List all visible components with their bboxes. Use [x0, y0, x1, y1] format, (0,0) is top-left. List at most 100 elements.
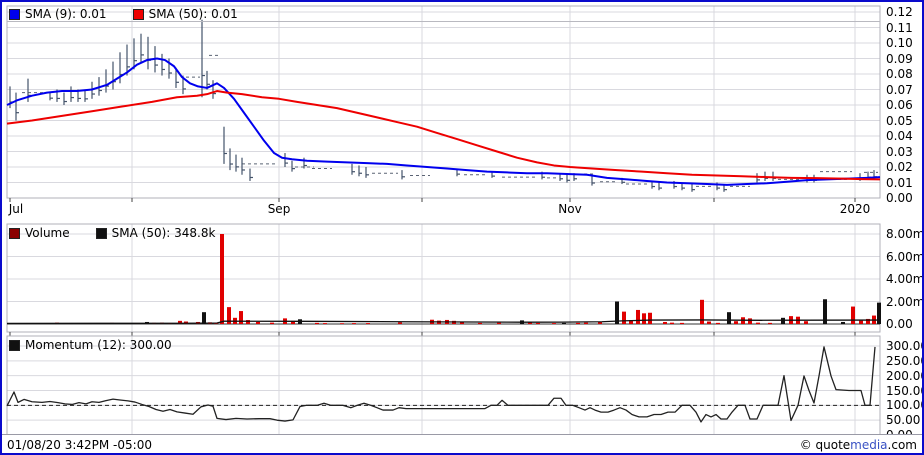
- y-axis-label: 150.00: [886, 383, 924, 398]
- volume-bar: [497, 322, 501, 324]
- sma-50--line: [6, 90, 881, 181]
- y-axis-label: 8.00m: [886, 227, 924, 241]
- volume-bar: [615, 301, 619, 324]
- y-axis-label: 0.03: [886, 144, 913, 159]
- volume-bar: [270, 322, 274, 324]
- volume-bar: [315, 322, 319, 324]
- volume-bar: [866, 318, 870, 324]
- panel-frame: [6, 223, 881, 333]
- volume-sma-line: [6, 319, 881, 325]
- volume-bar: [220, 234, 224, 324]
- volume-label: Volume: [25, 226, 70, 240]
- legend-item-sma9: SMA (9): 0.01: [9, 7, 107, 21]
- y-axis-label: 6.00m: [886, 249, 924, 264]
- volume-bar: [398, 322, 402, 324]
- volume-bar: [670, 322, 674, 324]
- volume-bar: [716, 322, 720, 324]
- legend-divider: [7, 21, 880, 22]
- y-axis-label: 0.02: [886, 160, 913, 174]
- volume-bar: [576, 322, 580, 324]
- volume-bar: [851, 306, 855, 324]
- volume-bar: [700, 299, 704, 324]
- y-axis-label: 0.00: [886, 191, 913, 205]
- volume-swatch-icon: [9, 227, 20, 239]
- volume-bar: [727, 312, 731, 324]
- y-axis-label: 0.00: [886, 317, 913, 331]
- y-axis-label: 0.07: [886, 82, 913, 97]
- momentum-swatch-icon: [9, 339, 20, 351]
- volume-bar: [734, 321, 738, 324]
- status-bar: 01/08/20 3:42PM -05:00 © quotemedia.com: [2, 434, 922, 453]
- volume-bar: [256, 321, 260, 324]
- volume-bar: [598, 321, 602, 324]
- volume-bar: [877, 302, 881, 324]
- sma9-label: SMA (9): 0.01: [25, 7, 107, 21]
- quotemedia-credit-link[interactable]: © quotemedia.com: [800, 438, 917, 452]
- y-axis-label: 4.00m: [886, 272, 924, 286]
- legend-item-volume-sma: SMA (50): 348.8k: [95, 226, 216, 240]
- y-axis-label: 0.04: [886, 129, 913, 143]
- volume-bar: [707, 321, 711, 324]
- volume-bar: [227, 307, 231, 324]
- volume-bar: [636, 309, 640, 324]
- sma50-swatch-icon: [132, 8, 144, 20]
- volume-bar: [756, 322, 760, 324]
- volume-bar: [246, 320, 250, 324]
- volume-bar: [562, 322, 566, 324]
- volume-bar: [528, 322, 532, 324]
- volume-bar: [804, 321, 808, 324]
- y-axis-label: 300.00: [886, 339, 924, 353]
- momentum-line: [6, 346, 876, 423]
- credit-mid: media: [850, 437, 888, 452]
- volume-bar: [460, 321, 464, 324]
- volume-bar: [478, 322, 482, 324]
- y-axis-label: 250.00: [886, 353, 924, 368]
- volume-bar: [642, 313, 646, 324]
- volume-bar: [323, 323, 327, 324]
- volume-legend: Volume SMA (50): 348.8k: [9, 226, 215, 240]
- sma50-label: SMA (50): 0.01: [148, 7, 238, 21]
- credit-suffix: .com: [887, 437, 917, 452]
- x-axis-label: Jul: [8, 202, 24, 216]
- volume-bar: [178, 320, 182, 324]
- volume-bar: [823, 299, 827, 324]
- volume-bar: [768, 322, 772, 324]
- y-axis-label: 0.08: [886, 67, 913, 81]
- volume-bar: [841, 321, 845, 324]
- y-axis-label: 0.11: [886, 20, 913, 35]
- volume-bar: [629, 320, 633, 324]
- legend-item-sma50: SMA (50): 0.01: [132, 7, 238, 21]
- volume-bar: [748, 318, 752, 324]
- volume-bar: [622, 311, 626, 324]
- y-axis-label: 0.12: [886, 5, 913, 19]
- legend-item-momentum: Momentum (12): 300.00: [9, 338, 172, 352]
- y-axis-label: 0.10: [886, 36, 913, 50]
- volume-bar: [340, 323, 344, 324]
- momentum-legend: Momentum (12): 300.00: [9, 338, 172, 352]
- volume-bar: [663, 321, 667, 324]
- volume-bar: [680, 322, 684, 324]
- volume-bar: [584, 322, 588, 324]
- volume-bar: [366, 323, 370, 324]
- volume-bar: [239, 311, 243, 324]
- volume-bar: [859, 320, 863, 324]
- y-axis-label: 2.00m: [886, 294, 924, 309]
- price-legend: SMA (9): 0.01 SMA (50): 0.01: [9, 7, 238, 21]
- volume-bar: [648, 312, 652, 324]
- legend-item-volume: Volume: [9, 226, 70, 240]
- timestamp: 01/08/20 3:42PM -05:00: [7, 437, 152, 452]
- x-axis-label: 2020: [839, 202, 871, 216]
- y-axis-label: 0.01: [886, 175, 913, 190]
- volume-sma-label: SMA (50): 348.8k: [111, 226, 216, 240]
- x-axis-label: Nov: [558, 202, 582, 216]
- y-axis-label: 100.00: [886, 398, 924, 413]
- y-axis-label: 0.05: [886, 113, 913, 128]
- momentum-label: Momentum (12): 300.00: [25, 338, 172, 352]
- volume-bar: [352, 323, 356, 324]
- volume-sma-swatch-icon: [95, 227, 107, 239]
- y-axis-label: 200.00: [886, 368, 924, 383]
- volume-bar: [552, 323, 556, 324]
- credit-prefix: © quote: [799, 437, 851, 452]
